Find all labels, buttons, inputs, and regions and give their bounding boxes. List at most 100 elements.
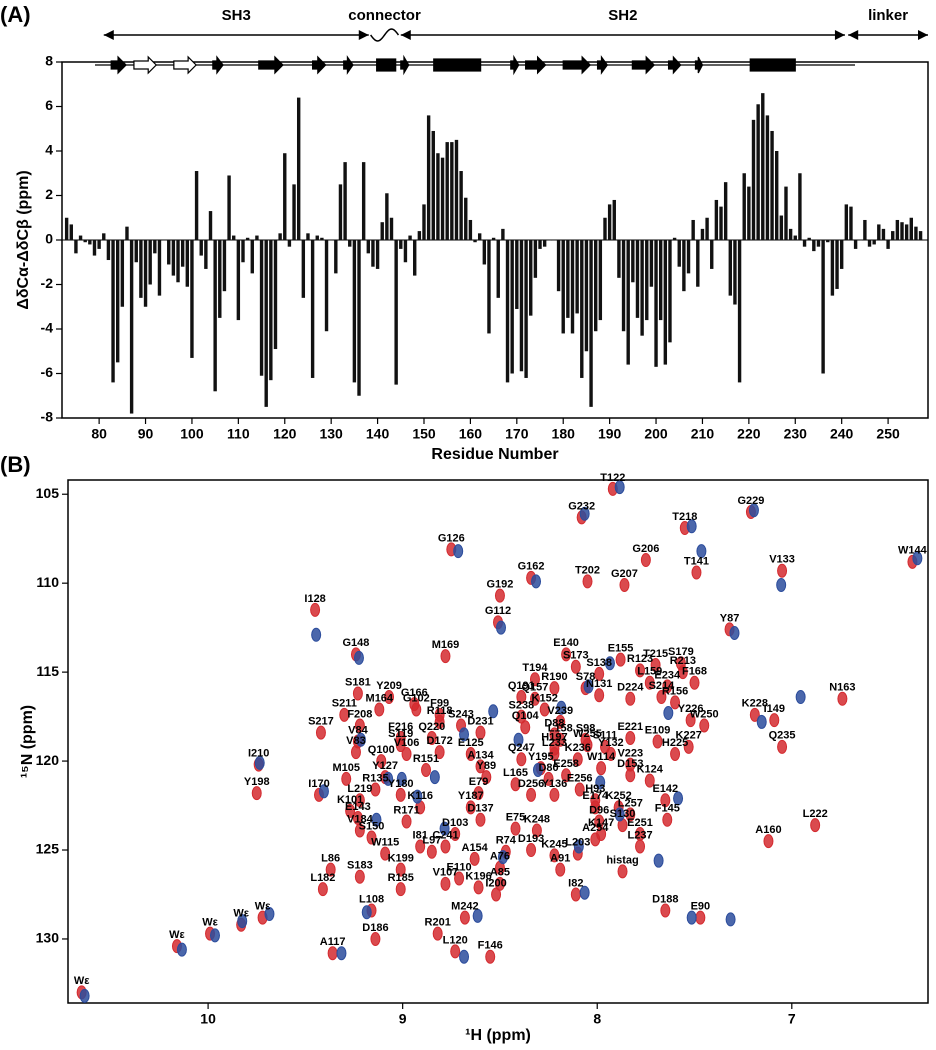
peak xyxy=(520,720,531,735)
bar xyxy=(510,240,514,374)
bar xyxy=(575,240,579,314)
peak-label: F168 xyxy=(682,666,707,678)
peak-label: A117 xyxy=(320,936,346,948)
helix xyxy=(433,58,482,72)
x-tick-label: 210 xyxy=(691,426,715,442)
bar xyxy=(765,115,770,240)
bar xyxy=(775,151,779,240)
bar xyxy=(747,186,751,240)
bar xyxy=(218,240,222,318)
peak xyxy=(685,713,696,728)
peak xyxy=(756,714,767,729)
peak-label: R201 xyxy=(425,917,451,929)
peak xyxy=(469,851,480,866)
bar xyxy=(779,215,784,240)
peak-label: F208 xyxy=(347,708,372,720)
x-tick-label: 80 xyxy=(91,426,107,442)
bar xyxy=(756,104,760,241)
peak-label: A160 xyxy=(755,824,781,836)
peak-label: D231 xyxy=(467,716,493,728)
bar xyxy=(111,240,115,383)
bar xyxy=(473,240,477,243)
peak xyxy=(488,704,499,719)
bar xyxy=(566,240,570,318)
peak xyxy=(549,848,560,863)
peak xyxy=(683,739,694,754)
bar xyxy=(157,240,162,296)
peak-label: M164 xyxy=(366,692,394,704)
bar xyxy=(603,217,607,240)
x-tick-label: 110 xyxy=(227,426,250,442)
bar xyxy=(227,175,231,240)
peak-label: T202 xyxy=(575,564,600,576)
peak-label: E155 xyxy=(608,643,634,655)
y-tick-label: -2 xyxy=(41,275,54,291)
peak xyxy=(662,812,673,827)
bar xyxy=(408,235,412,240)
peak-label: D88 xyxy=(544,717,564,729)
peak-label: E256 xyxy=(567,772,593,784)
peak xyxy=(644,773,655,788)
peak-label: G102 xyxy=(403,692,430,704)
bar xyxy=(631,240,635,283)
bar xyxy=(886,240,890,249)
bar xyxy=(468,219,473,240)
peak xyxy=(353,650,364,665)
peak-label: S238 xyxy=(508,700,534,712)
peak-label: K124 xyxy=(637,764,664,776)
peak xyxy=(594,688,605,703)
bar xyxy=(375,240,380,269)
peak-label: G206 xyxy=(632,543,659,555)
peak xyxy=(526,787,537,802)
peak-label: A154 xyxy=(462,842,489,854)
bar xyxy=(858,240,862,241)
peak-label: K252 xyxy=(605,790,631,802)
peak xyxy=(459,727,470,742)
peak xyxy=(686,519,697,534)
peak-label: E125 xyxy=(458,737,484,749)
peak-label: L237 xyxy=(627,829,652,841)
bar xyxy=(125,226,129,240)
y-tick-label: -6 xyxy=(41,364,54,380)
bar xyxy=(92,240,97,256)
peak xyxy=(656,690,667,705)
peak-label: R171 xyxy=(393,804,419,816)
arrow-head xyxy=(400,30,411,40)
peak xyxy=(529,691,540,706)
peak-label: Y226 xyxy=(678,703,704,715)
peak xyxy=(590,800,601,815)
peak xyxy=(434,745,445,760)
domain-label: linker xyxy=(868,7,908,24)
bar xyxy=(78,235,83,240)
bar xyxy=(598,240,603,321)
bar xyxy=(204,240,208,269)
peak-label: L219 xyxy=(347,783,372,795)
peak xyxy=(625,807,636,822)
bar xyxy=(556,240,561,292)
bar xyxy=(338,184,343,240)
bar xyxy=(839,240,844,269)
peak xyxy=(561,647,572,662)
peak-label: G112 xyxy=(485,605,511,617)
x-tick-label: 190 xyxy=(598,426,622,442)
peak xyxy=(354,718,365,733)
peak xyxy=(777,563,788,578)
bar xyxy=(654,240,658,367)
bar xyxy=(580,240,584,378)
peak-label: S111 xyxy=(593,730,617,742)
peak xyxy=(395,787,406,802)
x-tick-label: 150 xyxy=(412,426,436,442)
bar xyxy=(501,228,505,240)
bar xyxy=(728,240,732,296)
x-tick-label: 240 xyxy=(830,426,854,442)
bar xyxy=(640,240,644,336)
peak-label: K228 xyxy=(742,698,768,710)
connector-wave xyxy=(370,28,400,42)
bar xyxy=(334,240,338,274)
peak-label: Y195 xyxy=(528,751,554,763)
peak xyxy=(555,862,566,877)
bar xyxy=(385,193,389,240)
peak xyxy=(699,718,710,733)
peak xyxy=(748,503,759,518)
peak xyxy=(485,949,496,964)
